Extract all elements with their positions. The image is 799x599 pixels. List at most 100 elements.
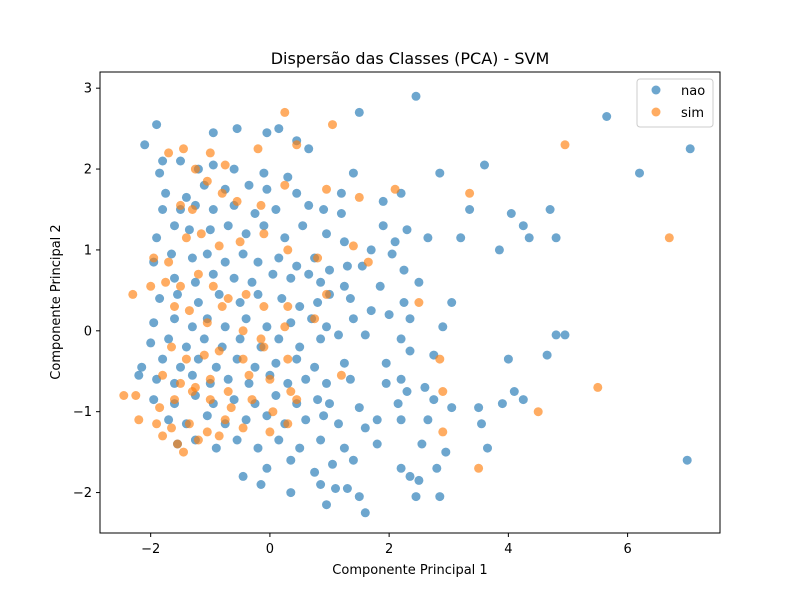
x-axis-label: Componente Principal 1	[332, 563, 487, 578]
point-sim-97	[438, 427, 448, 437]
point-nao-75	[274, 253, 284, 263]
point-nao-154	[134, 370, 144, 380]
point-nao-192	[241, 415, 251, 425]
point-sim-53	[167, 342, 176, 352]
point-nao-101	[277, 294, 287, 303]
point-nao-222	[348, 455, 358, 465]
point-nao-50	[551, 233, 561, 243]
point-nao-136	[551, 330, 561, 340]
point-sim-94	[193, 435, 203, 445]
point-nao-226	[432, 463, 442, 473]
point-sim-57	[238, 354, 248, 364]
point-nao-23	[685, 144, 695, 154]
point-sim-51	[280, 322, 290, 332]
point-nao-121	[405, 314, 415, 324]
point-nao-22	[635, 168, 644, 178]
point-sim-24	[196, 229, 206, 239]
chart-title: Dispersão das Classes (PCA) - SVM	[271, 49, 550, 68]
point-nao-11	[411, 91, 421, 101]
point-nao-81	[387, 249, 397, 259]
point-nao-102	[295, 302, 305, 311]
point-nao-206	[211, 443, 221, 453]
point-nao-15	[229, 164, 239, 174]
point-nao-224	[405, 471, 415, 481]
point-nao-4	[208, 128, 218, 138]
point-nao-30	[292, 188, 302, 198]
point-nao-149	[381, 358, 391, 368]
point-nao-197	[334, 419, 343, 429]
y-tick-label: −1	[73, 405, 92, 420]
point-nao-25	[181, 192, 191, 202]
point-nao-124	[164, 334, 174, 344]
y-tick-label: 1	[84, 243, 92, 258]
point-sim-32	[664, 233, 674, 243]
point-nao-214	[417, 439, 427, 449]
y-tick-label: −2	[73, 486, 92, 501]
point-nao-78	[325, 265, 334, 275]
point-nao-63	[390, 237, 400, 247]
point-nao-56	[241, 229, 251, 239]
point-sim-16	[280, 180, 290, 190]
point-nao-98	[214, 289, 224, 299]
point-sim-44	[414, 298, 424, 307]
point-sim-48	[217, 302, 227, 311]
point-nao-92	[339, 281, 349, 291]
point-nao-219	[286, 455, 296, 465]
point-nao-178	[313, 395, 323, 405]
point-nao-86	[229, 273, 239, 283]
point-nao-187	[518, 395, 528, 405]
point-sim-41	[259, 302, 269, 311]
point-sim-75	[205, 395, 215, 405]
point-nao-139	[158, 354, 168, 364]
point-nao-227	[256, 480, 266, 489]
x-tick-label: 2	[385, 542, 393, 557]
point-sim-15	[256, 200, 266, 210]
point-sim-40	[241, 289, 251, 299]
point-sim-77	[247, 395, 257, 405]
point-nao-64	[423, 233, 433, 243]
point-sim-6	[280, 107, 290, 117]
point-nao-168	[402, 387, 412, 396]
x-axis: −2 0 2 4 6	[141, 533, 632, 557]
point-nao-163	[301, 374, 311, 384]
point-nao-208	[253, 443, 263, 453]
point-sim-47	[202, 318, 212, 328]
point-sim-17	[322, 184, 331, 194]
point-nao-18	[348, 168, 358, 178]
point-nao-7	[274, 124, 284, 134]
point-sim-21	[149, 253, 159, 263]
point-sim-66	[244, 370, 254, 380]
point-sim-36	[176, 281, 185, 291]
point-sim-91	[533, 407, 543, 417]
point-sim-89	[265, 427, 275, 437]
point-nao-133	[334, 330, 343, 340]
point-sim-0	[164, 148, 174, 158]
point-sim-93	[173, 439, 182, 449]
point-nao-200	[396, 415, 406, 425]
point-nao-82	[399, 265, 409, 275]
point-nao-183	[447, 403, 457, 413]
point-nao-110	[187, 322, 197, 332]
point-nao-213	[372, 439, 382, 449]
point-nao-122	[438, 322, 448, 332]
point-sim-69	[336, 370, 346, 380]
point-nao-87	[247, 277, 257, 287]
point-sim-98	[474, 463, 484, 473]
point-nao-212	[339, 443, 349, 453]
point-nao-58	[280, 233, 290, 243]
y-axis-label: Componente Principal 2	[49, 224, 64, 379]
point-sim-85	[184, 419, 194, 429]
x-tick-label: 4	[504, 542, 512, 557]
point-sim-83	[152, 419, 162, 429]
point-nao-153	[542, 350, 552, 360]
point-sim-58	[259, 342, 269, 352]
point-nao-167	[396, 374, 406, 384]
point-nao-34	[465, 205, 475, 214]
point-nao-134	[360, 330, 370, 340]
point-nao-179	[325, 399, 334, 409]
point-sim-56	[214, 346, 224, 356]
point-nao-174	[229, 395, 239, 405]
point-sim-10	[176, 200, 185, 210]
point-nao-236	[435, 492, 445, 502]
